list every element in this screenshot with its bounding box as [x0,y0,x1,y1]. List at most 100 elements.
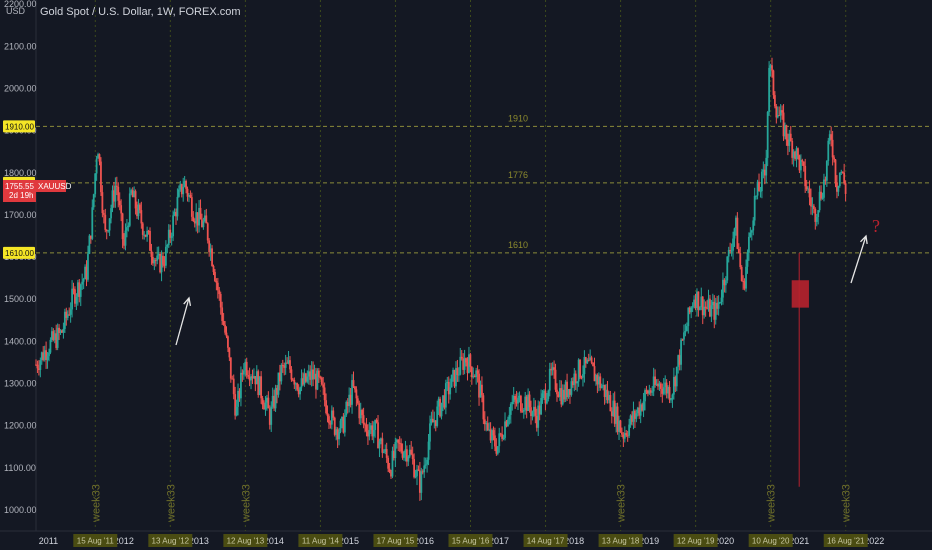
candle-body [385,449,388,458]
candle-body [515,399,518,404]
candle-body [610,411,613,417]
candle-body [781,110,784,113]
candle-body [544,390,547,404]
candle-body [642,401,645,411]
candle-body [766,111,769,158]
candle-body [570,381,573,395]
candle-body [779,110,782,116]
candle-body [463,358,466,370]
y-tick-label: 1100.00 [4,463,36,473]
week-label: week33 [616,484,628,523]
candle-body [131,190,134,198]
candle-body [359,409,362,419]
candle-body [176,196,179,217]
candle-body [635,413,638,419]
candle-body [784,125,786,137]
date-box-label: 12 Aug '13 [227,537,265,546]
candle-body [753,195,756,221]
candle-body [418,470,421,493]
level-axis-tag-label: 1610.00 [5,249,34,258]
candle-body [508,414,511,420]
candle-body [808,188,811,198]
candle-body [662,387,665,394]
candle-body [831,139,834,158]
candle-body [505,421,508,427]
candle-body [687,307,690,327]
candle-body [264,402,267,410]
y-tick-label: 2100.00 [4,41,37,51]
candle-body [701,296,704,316]
candle-body [290,369,293,380]
candle-body [294,383,297,385]
candle-body [724,280,727,286]
candle-body [530,407,532,417]
candle-body [258,376,261,395]
candle-body [291,379,294,381]
candle-body [377,422,379,449]
candle-body [444,383,447,408]
candle-body [202,221,205,228]
candle-body [453,369,456,387]
candle-body [748,236,750,253]
y-tick-label: 1000.00 [4,505,37,515]
candle-body [149,230,151,251]
candle-body [730,250,733,252]
candle-body [307,371,310,377]
candle-body [720,297,723,302]
candle-body [518,395,521,398]
candle-body [631,415,633,422]
candle-body [462,358,465,370]
candle-body [84,266,86,280]
candle-body [362,415,365,425]
candle-body [146,230,149,237]
candle-body [596,375,599,385]
x-year-label: 2013 [189,536,209,546]
candle-body [364,424,366,426]
y-tick-label: 2000.00 [4,84,37,94]
candle-body [768,67,771,112]
candle-body [586,359,589,364]
candle-body [348,394,351,407]
candle-body [329,423,332,425]
candle-body [169,229,172,238]
candle-body [140,210,143,224]
level-label: 1610 [508,240,528,250]
candle-body [554,369,557,390]
candle-body [89,235,92,239]
candle-body [512,395,515,402]
candle-body [782,112,785,137]
candle-body [543,390,545,394]
candle-body [257,371,260,395]
candle-body [674,376,677,387]
candle-body [102,213,105,215]
candle-body [818,191,821,211]
candle-body [378,441,381,449]
candle-body [356,398,359,404]
candle-body [825,160,828,181]
candle-body [465,358,467,363]
candle-body [785,125,788,140]
candle-body [354,386,356,390]
candle-body [40,352,43,361]
candle-body [439,398,441,417]
candle-body [180,184,183,195]
date-box-label: 14 Aug '17 [527,537,565,546]
candle-body [609,395,612,412]
candle-body [351,380,353,405]
candle-body [326,412,329,417]
candle-body [173,211,176,216]
candle-body [732,238,734,251]
candle-body [219,294,222,308]
candle-body [206,223,209,241]
candle-body [170,236,173,238]
candle-body [237,390,239,407]
candle-body [79,284,82,297]
candle-body [680,339,682,365]
candle-body [509,404,512,415]
candle-body [253,376,255,379]
candle-body [807,188,809,190]
candle-body [193,221,196,224]
y-tick-label: 1700.00 [4,210,37,220]
level-label: 1776 [508,170,528,180]
candle-body [126,227,128,231]
